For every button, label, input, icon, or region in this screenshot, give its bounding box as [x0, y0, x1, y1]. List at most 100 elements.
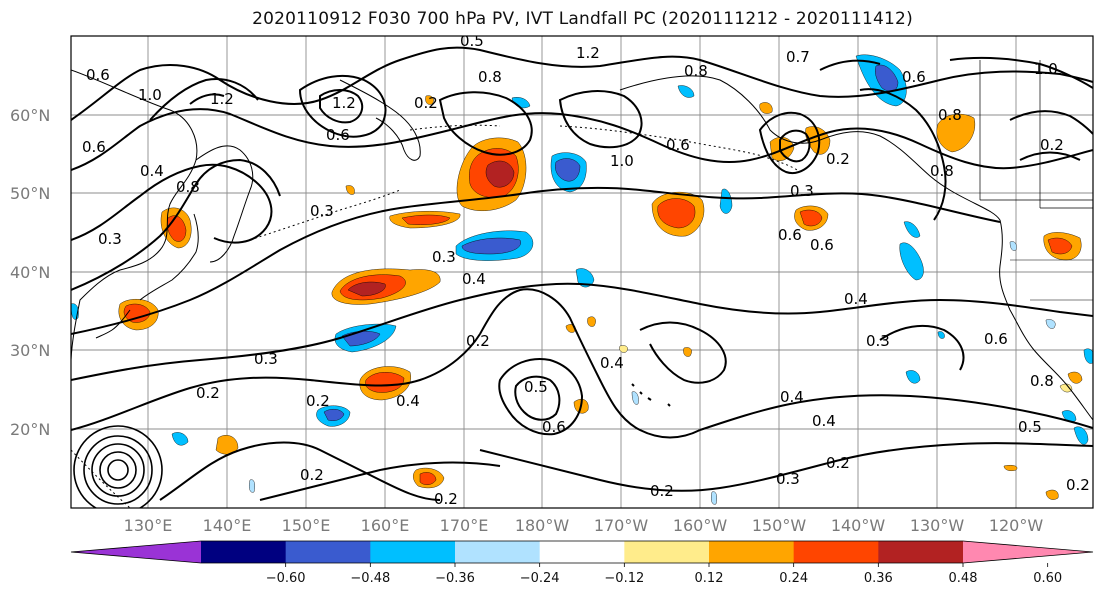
lon-label: 150°E: [282, 516, 331, 535]
contour-label: 0.2: [466, 332, 490, 350]
contour-label: 1.0: [138, 86, 162, 104]
lon-label: 120°W: [989, 516, 1044, 535]
latitude-labels: 60°N 50°N 40°N 30°N 20°N: [10, 106, 50, 439]
colorbar-segment: [793, 541, 879, 563]
colorbar-tick-label: −0.60: [266, 571, 306, 586]
contour-label: 0.3: [776, 470, 800, 488]
colorbar-tick-label: 0.36: [864, 571, 893, 586]
contour-label: 0.2: [1066, 476, 1090, 494]
filled-anomalies: [71, 54, 1093, 505]
lon-label: 150°W: [752, 516, 807, 535]
contour-label: 0.6: [666, 136, 690, 154]
lon-label: 170°W: [594, 516, 649, 535]
contour-label: 0.4: [396, 392, 420, 410]
contour-label: 0.4: [780, 388, 804, 406]
contour-label: 0.2: [1040, 136, 1064, 154]
contour-label: 0.6: [810, 236, 834, 254]
colorbar-tick-label: 0.12: [695, 571, 724, 586]
lat-label: 60°N: [10, 106, 50, 125]
contour-label: 0.2: [434, 490, 458, 508]
contour-label: 1.2: [332, 94, 356, 112]
coastlines: [71, 60, 1093, 508]
contour-label: 0.3: [866, 332, 890, 350]
lat-label: 50°N: [10, 184, 50, 203]
contour-label: 1.0: [610, 152, 634, 170]
colorbar-tick-label: 0.24: [779, 571, 808, 586]
contour-label: 0.3: [98, 230, 122, 248]
colorbar-tick-label: 0.60: [1033, 571, 1062, 586]
contour-label: 0.6: [902, 68, 926, 86]
lon-label: 180°W: [515, 516, 570, 535]
contour-label: 0.8: [176, 178, 200, 196]
contour-label: 1.2: [210, 90, 234, 108]
colorbar-outline: [70, 540, 1094, 564]
contour-label: 0.6: [326, 126, 350, 144]
colorbar-extend-max: [963, 541, 1093, 563]
contour-label: 0.8: [1030, 372, 1054, 390]
lat-label: 30°N: [10, 341, 50, 360]
contour-label: 0.8: [938, 106, 962, 124]
colorbar-tick-label: 0.48: [949, 571, 978, 586]
lat-label: 20°N: [10, 420, 50, 439]
contour-labels: 0.6 1.0 1.2 0.6 0.4 0.8 0.3 0.3 0.3 0.2 …: [82, 32, 1090, 508]
colorbar-segment: [709, 541, 795, 563]
colorbar-segment: [455, 541, 541, 563]
contour-label: 0.8: [684, 62, 708, 80]
contour-label: 0.4: [812, 412, 836, 430]
colorbar-extend-min: [71, 541, 201, 563]
contour-label: 0.3: [790, 182, 814, 200]
contour-label: 0.6: [542, 418, 566, 436]
colorbar-segment: [285, 541, 371, 563]
contour-label: 0.6: [82, 138, 106, 156]
colorbar-segment: [878, 541, 964, 563]
vortex-contours: [73, 425, 163, 508]
contour-label: 0.5: [460, 32, 484, 50]
lon-label: 140°W: [831, 516, 886, 535]
colorbar-segment: [370, 541, 456, 563]
colorbar-tick-label: −0.48: [350, 571, 390, 586]
lon-label: 130°E: [124, 516, 173, 535]
contour-label: 0.6: [984, 330, 1008, 348]
contour-label: 0.2: [300, 466, 324, 484]
lon-label: 140°E: [203, 516, 252, 535]
contour-label: 0.4: [600, 354, 624, 372]
contour-label: 0.4: [844, 290, 868, 308]
lat-label: 40°N: [10, 263, 50, 282]
contour-label: 1.2: [576, 44, 600, 62]
colorbar-segment: [539, 541, 625, 563]
contour-label: 0.2: [826, 150, 850, 168]
contour-label: 0.8: [478, 68, 502, 86]
contour-label: 0.2: [306, 392, 330, 410]
contour-label: 0.5: [1018, 418, 1042, 436]
contour-label: 0.4: [462, 270, 486, 288]
lon-label: 160°E: [361, 516, 410, 535]
contour-label: 0.5: [524, 378, 548, 396]
colorbar: [70, 540, 1094, 564]
contour-label: 0.8: [930, 162, 954, 180]
contour-label: 0.6: [778, 226, 802, 244]
colorbar-tick-label: −0.36: [435, 571, 475, 586]
longitude-labels: 130°E 140°E 150°E 160°E 170°E 180°W 170°…: [124, 516, 1044, 535]
contour-label: 0.6: [86, 66, 110, 84]
contour-label: 0.3: [432, 248, 456, 266]
contour-label: 0.2: [826, 454, 850, 472]
lon-label: 160°W: [673, 516, 728, 535]
colorbar-ticks: −0.60 −0.48 −0.36 −0.24 −0.12 0.12 0.24 0.36 0.4…: [266, 563, 1062, 586]
map-title: 2020110912 F030 700 hPa PV, IVT Landfall…: [252, 9, 913, 29]
contour-label: 0.2: [196, 384, 220, 402]
contour-label: 0.3: [310, 202, 334, 220]
lon-label: 130°W: [910, 516, 965, 535]
lon-label: 170°E: [440, 516, 489, 535]
contour-label: 0.4: [140, 162, 164, 180]
contour-label: 0.2: [414, 94, 438, 112]
colorbar-tick-label: −0.24: [520, 571, 560, 586]
contour-label: 1.0: [1034, 60, 1058, 78]
colorbar-segment: [624, 541, 710, 563]
colorbar-segment: [201, 541, 287, 563]
colorbar-tick-label: −0.12: [604, 571, 644, 586]
pv-contours: [71, 46, 1093, 501]
contour-label: 0.2: [650, 482, 674, 500]
map-frame: [70, 35, 1094, 509]
contour-label: 0.3: [254, 350, 278, 368]
